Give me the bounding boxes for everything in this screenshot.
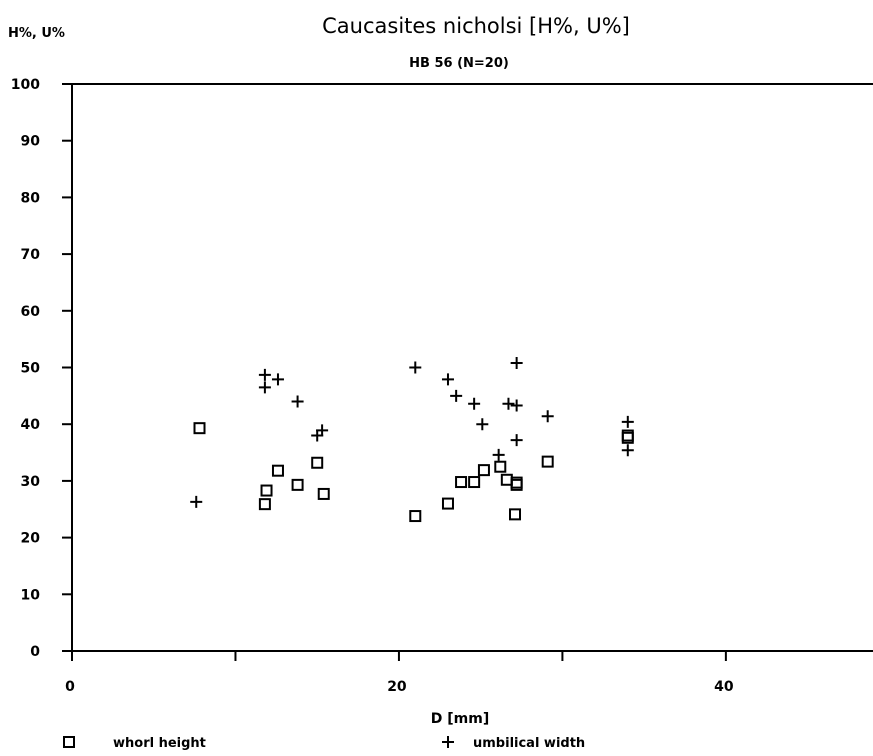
whorl-height-point <box>477 464 490 477</box>
legend: whorl height umbilical width <box>63 736 585 751</box>
whorl-height-point <box>441 497 454 510</box>
legend-whorl-height-label: whorl height <box>113 736 206 751</box>
whorl-height-point <box>271 464 284 477</box>
y-tick-label: 90 <box>21 134 41 150</box>
legend-square-marker <box>63 736 75 748</box>
y-tick-label: 0 <box>30 644 40 660</box>
y-tick-label: 80 <box>21 190 41 206</box>
y-tick-label: 60 <box>21 304 41 320</box>
umbilical-width-point <box>316 424 329 437</box>
whorl-height-point <box>409 510 422 523</box>
y-tick-label: 50 <box>21 361 41 377</box>
whorl-height-point <box>258 498 271 511</box>
umbilical-width-point <box>476 418 489 431</box>
y-tick-label: 70 <box>21 247 41 263</box>
umbilical-width-point <box>258 381 271 394</box>
y-tick-label: 10 <box>21 587 41 603</box>
umbilical-width-point <box>510 399 523 412</box>
whorl-height-point <box>510 476 523 489</box>
whorl-height-point <box>468 476 481 489</box>
whorl-height-point <box>509 508 522 521</box>
umbilical-width-point <box>621 415 634 428</box>
whorl-height-point <box>455 476 468 489</box>
chart-subtitle: HB 56 (N=20) <box>409 56 509 71</box>
umbilical-width-point <box>492 448 505 461</box>
umbilical-width-point <box>510 434 523 447</box>
umbilical-width-point <box>468 397 481 410</box>
y-tick-label: 20 <box>21 531 41 547</box>
y-tick-label: 30 <box>21 474 41 490</box>
umbilical-width-point <box>409 361 422 374</box>
whorl-height-point <box>317 487 330 500</box>
plot-area: 0 10 20 30 40 50 60 70 80 90 100 0 20 40 <box>11 77 873 695</box>
umbilical-width-point <box>190 495 203 508</box>
x-axis-label: D [mm] <box>431 711 489 727</box>
y-tick-label: 100 <box>11 77 40 93</box>
whorl-height-point <box>541 455 554 468</box>
whorl-height-point <box>621 429 634 442</box>
whorl-height-point <box>260 484 273 497</box>
legend-plus-marker <box>442 736 454 748</box>
umbilical-width-point <box>291 395 304 408</box>
x-tick-label: 40 <box>714 679 734 695</box>
whorl-height-point <box>494 460 507 473</box>
x-tick-label: 20 <box>387 679 407 695</box>
whorl-height-point <box>500 473 513 486</box>
y-tick-label: 40 <box>21 417 41 433</box>
umbilical-width-point <box>541 410 554 423</box>
umbilical-width-point <box>450 389 463 402</box>
umbilical-width-point <box>271 373 284 386</box>
whorl-height-point <box>193 422 206 435</box>
x-tick-label: 0 <box>65 679 75 695</box>
umbilical-width-point <box>258 368 271 381</box>
whorl-height-point <box>311 456 324 469</box>
umbilical-width-point <box>441 373 454 386</box>
umbilical-width-point <box>621 444 634 457</box>
chart-title: Caucasites nicholsi [H%, U%] <box>322 14 630 38</box>
umbilical-width-point <box>510 356 523 369</box>
umbilical-width-point <box>502 397 515 410</box>
whorl-height-point <box>291 478 304 491</box>
y-axis-label: H%, U% <box>8 26 65 41</box>
legend-umbilical-width-label: umbilical width <box>473 736 585 751</box>
